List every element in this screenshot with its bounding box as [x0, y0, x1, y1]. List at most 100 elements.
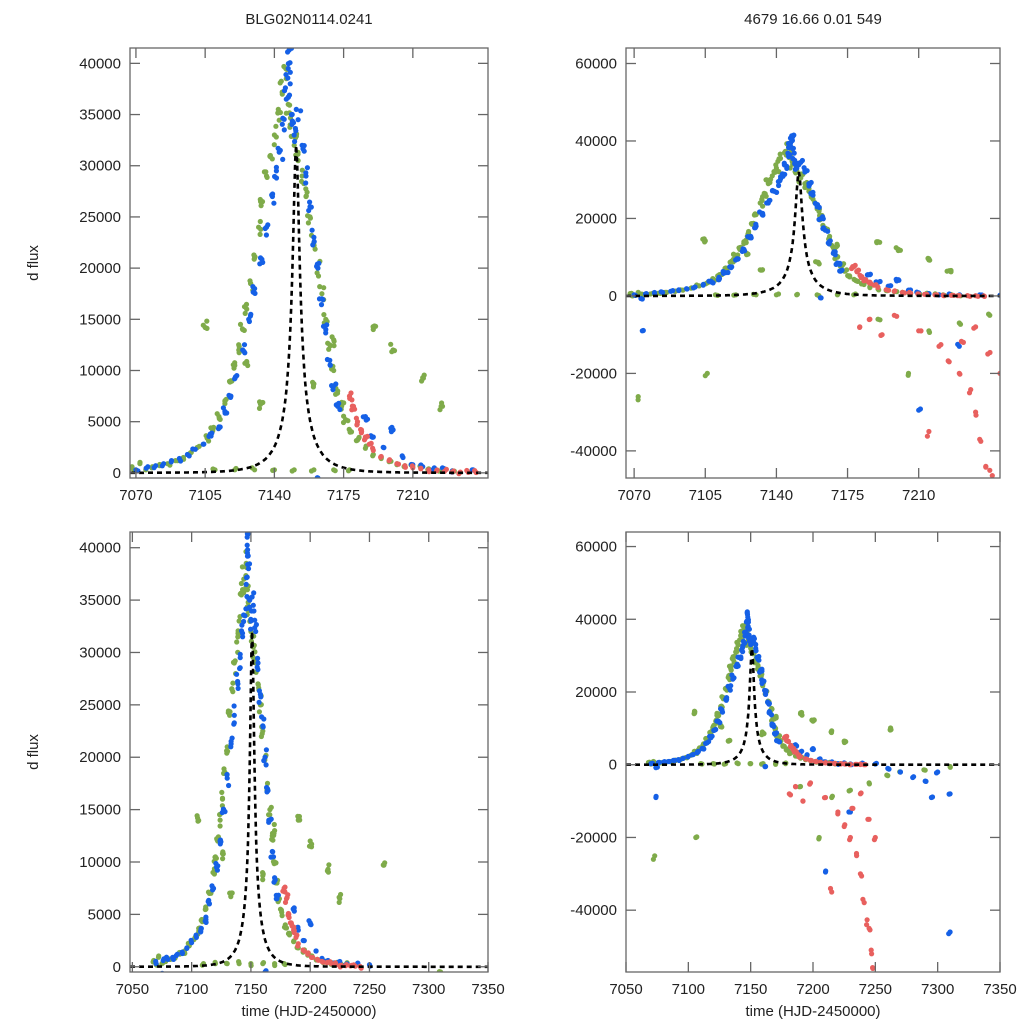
- data-point: [569, 486, 574, 491]
- data-point: [815, 259, 821, 265]
- data-point: [886, 766, 892, 772]
- y-tick-label: -20000: [570, 829, 617, 846]
- model-curve: [130, 631, 488, 969]
- data-point: [273, 134, 279, 140]
- data-point: [905, 372, 911, 378]
- data-point: [255, 655, 261, 662]
- data-point: [450, 542, 455, 547]
- x-tick-label: 7050: [609, 981, 642, 998]
- data-point: [263, 169, 269, 175]
- data-point: [151, 465, 157, 471]
- data-point: [211, 870, 217, 877]
- x-tick-label: 7070: [119, 487, 152, 504]
- data-point: [867, 927, 873, 933]
- y-tick-label: 60000: [575, 539, 617, 556]
- data-point: [234, 639, 240, 645]
- data-point: [402, 1001, 407, 1006]
- data-point: [774, 189, 780, 195]
- data-point: [752, 211, 759, 217]
- data-point: [273, 164, 279, 170]
- data-point: [143, 465, 149, 471]
- data-point: [231, 712, 237, 718]
- data-point: [578, 562, 583, 567]
- data-point: [780, 743, 786, 749]
- data-point: [740, 649, 746, 655]
- data-point: [215, 426, 222, 432]
- data-point: [711, 761, 718, 767]
- data-point: [364, 416, 371, 422]
- y-tick-label: 60000: [575, 55, 617, 72]
- data-point: [389, 349, 395, 355]
- model-curve: [626, 648, 1000, 766]
- data-point: [305, 950, 311, 956]
- data-point: [816, 836, 822, 842]
- data-point: [945, 358, 951, 364]
- data-point: [242, 310, 248, 316]
- data-point: [276, 149, 282, 155]
- data-point: [489, 675, 494, 680]
- data-point: [252, 625, 258, 631]
- data-point: [853, 850, 860, 857]
- data-point: [728, 663, 734, 669]
- series-blue: [648, 609, 953, 937]
- data-point: [466, 552, 471, 557]
- data-point: [854, 268, 860, 274]
- data-point: [163, 954, 170, 960]
- model-curve: [130, 145, 488, 475]
- panel-bottom-right: 7050 7100 7150 7200 7250 7300 7350 -40000 -20000…: [570, 531, 1017, 998]
- data-point: [751, 636, 758, 642]
- data-point: [226, 378, 233, 384]
- data-point: [777, 151, 783, 157]
- data-point: [170, 956, 177, 963]
- data-point: [868, 947, 874, 953]
- data-point: [820, 214, 826, 220]
- y-tick-label: 30000: [79, 158, 121, 175]
- y-tick-label: 40000: [79, 540, 121, 557]
- data-point: [770, 187, 776, 194]
- data-point: [158, 973, 163, 978]
- data-point: [293, 128, 299, 134]
- data-point: [194, 813, 200, 819]
- data-point: [291, 142, 297, 148]
- data-point: [227, 890, 233, 896]
- data-point: [787, 143, 794, 149]
- data-point: [251, 256, 257, 262]
- data-point: [401, 675, 406, 680]
- data-point: [261, 758, 267, 764]
- data-point: [257, 218, 263, 225]
- data-point: [511, 373, 516, 378]
- data-point: [206, 438, 212, 444]
- data-point: [200, 322, 206, 328]
- data-point: [203, 906, 209, 912]
- data-point: [258, 203, 264, 209]
- data-point: [877, 317, 883, 323]
- data-point: [776, 156, 782, 162]
- data-point: [285, 931, 292, 937]
- data-point: [801, 165, 807, 171]
- data-point: [207, 682, 212, 687]
- data-point: [314, 263, 320, 269]
- data-point: [744, 619, 750, 625]
- data-point: [418, 465, 424, 471]
- data-point: [490, 671, 495, 676]
- y-tick-label: 15000: [79, 311, 121, 328]
- data-point: [361, 437, 368, 443]
- data-point: [354, 421, 360, 427]
- data-point: [886, 287, 892, 293]
- data-point: [864, 922, 870, 928]
- data-point: [268, 854, 274, 860]
- x-tick-label: 7150: [234, 981, 267, 998]
- data-point: [209, 883, 215, 889]
- data-point: [245, 547, 251, 553]
- y-tick-label: 15000: [79, 802, 121, 819]
- data-point: [742, 629, 748, 635]
- data-point: [570, 514, 575, 519]
- x-tick-label: 7140: [760, 487, 793, 504]
- data-point: [414, 1011, 419, 1016]
- data-point: [289, 121, 295, 127]
- data-point: [193, 932, 199, 938]
- data-point: [436, 969, 442, 972]
- data-point: [217, 841, 223, 847]
- data-point: [874, 239, 880, 245]
- data-point: [460, 726, 465, 731]
